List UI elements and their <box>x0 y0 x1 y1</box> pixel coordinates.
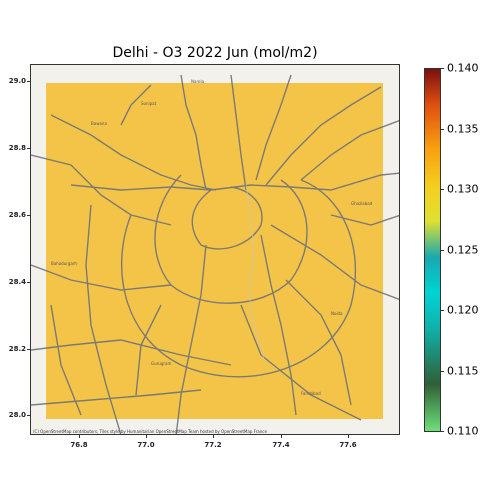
colorbar-tickmark <box>441 371 444 372</box>
x-tickmark <box>348 435 349 438</box>
colorbar-tick-label: 0.135 <box>447 122 479 136</box>
colorbar-tick-label: 0.140 <box>447 61 479 75</box>
colorbar-tickmark <box>441 250 444 251</box>
map-place-label: Bawana <box>91 121 107 126</box>
x-tickmark <box>281 435 282 438</box>
x-tick-label: 77.2 <box>204 441 222 449</box>
colorbar-tickmark <box>441 310 444 311</box>
map-attribution: (C) OpenStreetMap contributors, Tiles st… <box>33 429 267 434</box>
map-place-label: Ghaziabad <box>351 201 373 206</box>
x-tick-label: 77.0 <box>137 441 155 449</box>
colorbar-tick-label: 0.125 <box>447 243 479 257</box>
map-place-label: Gurugram <box>151 361 171 366</box>
colorbar-tick-label: 0.115 <box>447 364 479 378</box>
road-network <box>31 74 399 434</box>
x-tickmark <box>79 435 80 438</box>
x-tick-label: 76.8 <box>70 441 88 449</box>
river <box>245 184 267 366</box>
colorbar-tick-label: 0.120 <box>447 303 479 317</box>
map-place-label: Narela <box>191 79 205 84</box>
colorbar-tickmark <box>441 431 444 432</box>
y-tick-label: 28.0 <box>8 411 26 419</box>
x-tick-label: 77.4 <box>272 441 290 449</box>
y-tickmark <box>27 215 30 216</box>
y-tick-label: 28.4 <box>8 278 26 286</box>
y-tickmark <box>27 349 30 350</box>
y-tickmark <box>27 148 30 149</box>
map-place-label: Faridabad <box>301 391 321 396</box>
map-area[interactable]: Narela Bawana Ghaziabad Noida Gurugram Farida… <box>30 64 400 435</box>
y-tick-label: 28.8 <box>8 144 26 152</box>
y-tick-label: 28.6 <box>8 211 26 219</box>
o3-overlay-shade <box>46 83 383 419</box>
colorbar-tick-label: 0.130 <box>447 182 479 196</box>
colorbar <box>424 68 441 432</box>
map-title: Delhi - O3 2022 Jun (mol/m2) <box>112 45 318 61</box>
map-place-label: Sonipat <box>141 101 157 106</box>
colorbar-tick-label: 0.110 <box>447 424 479 438</box>
y-tickmark <box>27 81 30 82</box>
y-tick-label: 28.2 <box>8 345 26 353</box>
x-tickmark <box>146 435 147 438</box>
x-tickmark <box>213 435 214 438</box>
colorbar-tickmark <box>441 129 444 130</box>
o3-overlay <box>46 83 383 419</box>
y-tickmark <box>27 282 30 283</box>
colorbar-tickmark <box>441 68 444 69</box>
y-tick-label: 29.0 <box>8 77 26 85</box>
map-place-label: Noida <box>331 311 343 316</box>
map-canvas: Narela Bawana Ghaziabad Noida Gurugram Farida… <box>31 65 399 434</box>
colorbar-tickmark <box>441 189 444 190</box>
y-tickmark <box>27 415 30 416</box>
x-tick-label: 77.6 <box>339 441 357 449</box>
map-place-label: Bahadurgarh <box>51 261 77 266</box>
